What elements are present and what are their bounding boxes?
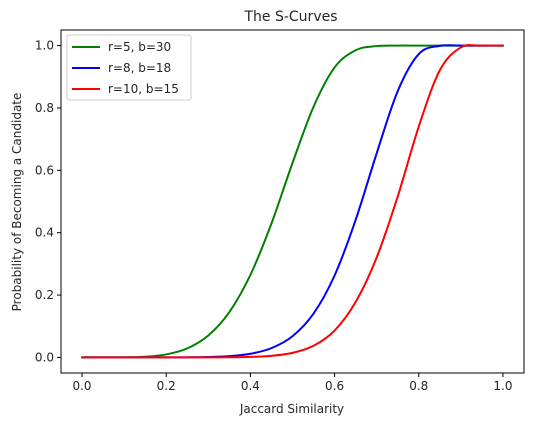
y-axis-ticks: 0.0 0.2 0.4 0.6 0.8 1.0 [35,39,61,364]
x-axis-label: Jaccard Similarity [239,402,344,416]
x-tick-label: 0.6 [325,379,344,393]
x-tick-label: 0.0 [72,379,91,393]
x-tick-label: 0.8 [409,379,428,393]
legend-label: r=8, b=18 [108,61,171,75]
legend-label: r=10, b=15 [108,82,179,96]
legend-frame [66,34,192,101]
x-tick-label: 1.0 [493,379,512,393]
y-axis-label: Probability of Becoming a Candidate [10,93,24,312]
y-tick-label: 1.0 [35,39,54,53]
legend-label: r=5, b=30 [108,40,171,54]
y-tick-label: 0.6 [35,163,54,177]
y-tick-label: 0.8 [35,101,54,115]
chart-title: The S-Curves [243,9,337,25]
plot-frame [60,29,525,374]
plot-area [60,29,525,374]
series-line-1 [81,44,504,359]
x-tick-label: 0.4 [241,379,260,393]
x-tick-label: 0.2 [157,379,176,393]
series-lines [81,44,504,359]
series-line-3 [81,44,504,359]
y-tick-label: 0.2 [35,288,54,302]
y-tick-label: 0.4 [35,226,54,240]
y-tick-label: 0.0 [35,350,54,364]
legend: r=5, b=30 r=8, b=18 r=10, b=15 [66,34,192,101]
x-axis-ticks: 0.0 0.2 0.4 0.6 0.8 1.0 [72,373,513,393]
